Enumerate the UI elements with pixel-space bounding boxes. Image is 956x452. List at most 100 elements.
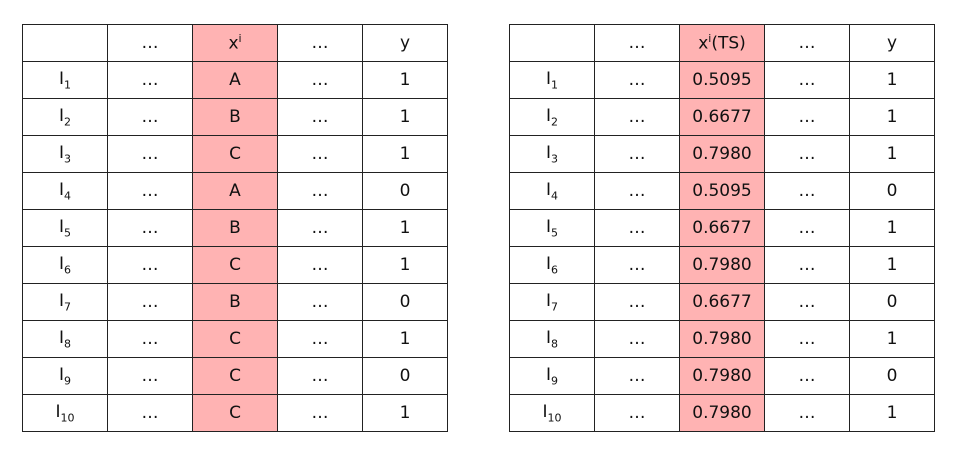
cell: … (107, 61, 193, 99)
row: I5… 0.6677… 1 (509, 209, 935, 247)
cell: 1 (362, 135, 448, 173)
header-row: … xi(TS)… y (509, 24, 935, 62)
cell: … (107, 209, 193, 247)
row: I2… B… 1 (22, 98, 448, 136)
cell: I9 (22, 357, 108, 395)
cell: … (764, 61, 850, 99)
row: I7… B… 0 (22, 283, 448, 321)
cell: … (594, 98, 680, 136)
subscript: 8 (551, 337, 558, 351)
subscript: 6 (64, 263, 71, 277)
cell: C (192, 135, 278, 173)
cell: … (277, 394, 363, 432)
cell: 0.7980 (679, 135, 765, 173)
cell: 1 (849, 135, 935, 173)
cell: … (277, 172, 363, 210)
cell: 1 (849, 246, 935, 284)
cell: A (192, 172, 278, 210)
row: I6… 0.7980… 1 (509, 246, 935, 284)
cell: I9 (509, 357, 595, 395)
cell: I7 (509, 283, 595, 321)
subscript: 3 (551, 152, 558, 166)
cell: … (107, 320, 193, 358)
cell-text: I (545, 179, 551, 200)
subscript: 6 (551, 263, 558, 277)
cell: … (107, 135, 193, 173)
cell: 1 (362, 394, 448, 432)
cell: 1 (362, 209, 448, 247)
cell: 0 (362, 357, 448, 395)
cell: y (849, 24, 935, 62)
cell-text: I (545, 290, 551, 311)
cell-text: I (545, 68, 551, 89)
cell: I8 (509, 320, 595, 358)
row: I9… 0.7980… 0 (509, 357, 935, 395)
cell: 0 (362, 283, 448, 321)
subscript: 1 (64, 78, 71, 92)
cell-text: I (545, 105, 551, 126)
cell: 0.7980 (679, 246, 765, 284)
cell: xi(TS) (679, 24, 765, 62)
cell-text: x (698, 33, 709, 54)
subscript: 7 (64, 300, 71, 314)
cell-text: I (55, 401, 61, 422)
subscript: 9 (64, 374, 71, 388)
cell: … (277, 357, 363, 395)
cell: 1 (849, 61, 935, 99)
cell: 1 (849, 320, 935, 358)
row: I10… C… 1 (22, 394, 448, 432)
cell: … (277, 24, 363, 62)
cell: … (594, 209, 680, 247)
cell-text: I (58, 290, 64, 311)
cell: I1 (22, 61, 108, 99)
cell-text: I (58, 68, 64, 89)
cell: … (764, 283, 850, 321)
subscript: 8 (64, 337, 71, 351)
cell: B (192, 98, 278, 136)
subscript: 9 (551, 374, 558, 388)
cell: I8 (22, 320, 108, 358)
cell: 0.6677 (679, 283, 765, 321)
subscript: 3 (64, 152, 71, 166)
cell: 0.6677 (679, 98, 765, 136)
cell: 1 (849, 394, 935, 432)
row: I1… A… 1 (22, 61, 448, 99)
cell: A (192, 61, 278, 99)
cell: I3 (22, 135, 108, 173)
subscript: 10 (547, 411, 562, 425)
cell: … (594, 357, 680, 395)
cell: I5 (509, 209, 595, 247)
cell (509, 24, 595, 62)
row: I8… C… 1 (22, 320, 448, 358)
cell: … (764, 209, 850, 247)
subscript: 5 (551, 226, 558, 240)
cell: 0.5095 (679, 61, 765, 99)
cell: … (594, 320, 680, 358)
cell: … (277, 246, 363, 284)
superscript: i (708, 32, 712, 46)
cell: … (594, 283, 680, 321)
cell: … (594, 24, 680, 62)
cell: 0.7980 (679, 394, 765, 432)
cell: C (192, 320, 278, 358)
cell-text: I (58, 364, 64, 385)
superscript: i (238, 32, 242, 46)
row: I10… 0.7980… 1 (509, 394, 935, 432)
subscript: 4 (64, 189, 71, 203)
cell: 0.7980 (679, 320, 765, 358)
cell: … (107, 283, 193, 321)
cell: 0 (849, 283, 935, 321)
cell: I6 (509, 246, 595, 284)
cell: 0 (849, 357, 935, 395)
cell: C (192, 357, 278, 395)
cell-text: I (545, 216, 551, 237)
cell-text: I (545, 327, 551, 348)
cell-text: I (58, 216, 64, 237)
cell: … (107, 246, 193, 284)
cell: … (277, 209, 363, 247)
cell-text: x (228, 33, 239, 54)
cell-text: I (58, 142, 64, 163)
cell: … (594, 135, 680, 173)
cell: … (764, 246, 850, 284)
